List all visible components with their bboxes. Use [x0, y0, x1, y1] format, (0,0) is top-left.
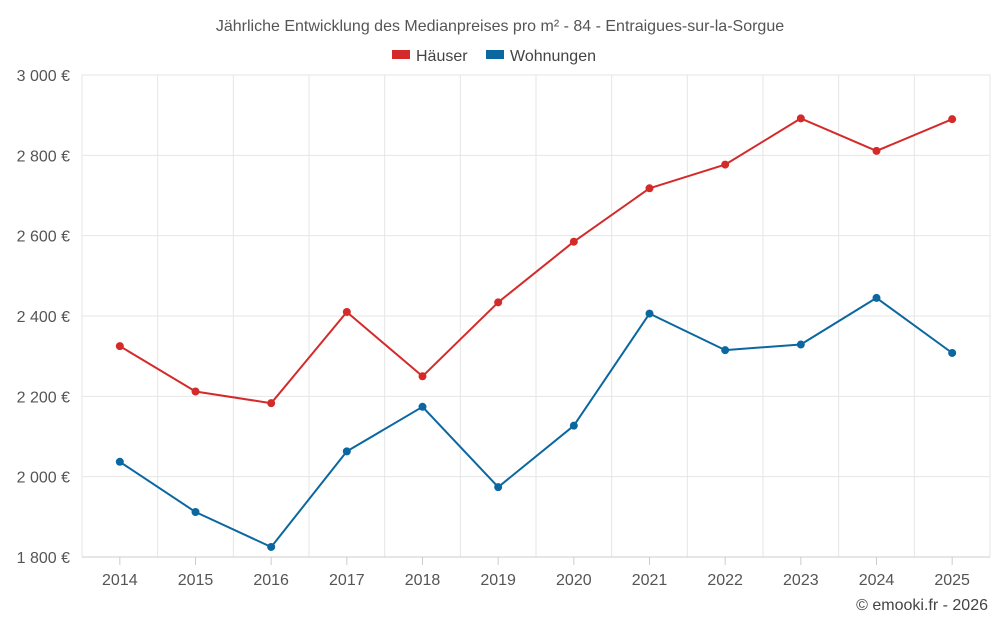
- y-tick-label: 2 600 €: [17, 229, 70, 246]
- data-point-wohnungen[interactable]: [342, 447, 351, 456]
- chart-title: Jährliche Entwicklung des Medianpreises …: [216, 18, 784, 35]
- legend-swatch-hauser: [392, 50, 410, 59]
- y-tick-label: 2 800 €: [17, 148, 70, 165]
- x-tick-label: 2016: [253, 572, 289, 589]
- data-point-hauser[interactable]: [872, 146, 881, 155]
- data-point-hauser[interactable]: [494, 298, 503, 307]
- data-point-hauser[interactable]: [267, 399, 276, 408]
- x-tick-label: 2022: [707, 572, 743, 589]
- x-tick-label: 2021: [632, 572, 668, 589]
- x-tick-label: 2020: [556, 572, 592, 589]
- data-point-wohnungen[interactable]: [115, 457, 124, 466]
- x-tick-label: 2023: [783, 572, 819, 589]
- data-point-hauser[interactable]: [191, 387, 200, 396]
- data-point-hauser[interactable]: [569, 237, 578, 246]
- legend: Häuser Wohnungen: [392, 48, 596, 65]
- data-point-wohnungen[interactable]: [645, 309, 654, 318]
- data-point-hauser[interactable]: [115, 342, 124, 351]
- x-axis-labels: 2014 2015 2016 2017 2018 2019 2020 2021 2022 2023…: [102, 572, 970, 589]
- data-point-hauser[interactable]: [948, 115, 957, 124]
- y-tick-label: 3 000 €: [17, 68, 70, 85]
- x-tick-label: 2019: [480, 572, 516, 589]
- x-tick-label: 2014: [102, 572, 138, 589]
- data-point-wohnungen[interactable]: [418, 402, 427, 411]
- legend-label-wohnungen[interactable]: Wohnungen: [510, 48, 596, 65]
- x-tick-label: 2018: [405, 572, 441, 589]
- data-point-wohnungen[interactable]: [494, 483, 503, 492]
- y-tick-label: 1 800 €: [17, 550, 70, 567]
- axes: [82, 556, 990, 565]
- series-layer: [115, 114, 957, 551]
- data-point-hauser[interactable]: [342, 307, 351, 316]
- data-point-wohnungen[interactable]: [872, 293, 881, 302]
- data-point-wohnungen[interactable]: [796, 340, 805, 349]
- data-point-wohnungen[interactable]: [191, 508, 200, 517]
- data-point-hauser[interactable]: [645, 184, 654, 193]
- data-point-wohnungen[interactable]: [267, 542, 276, 551]
- legend-label-hauser[interactable]: Häuser: [416, 48, 468, 65]
- y-tick-label: 2 000 €: [17, 470, 70, 487]
- x-tick-label: 2017: [329, 572, 365, 589]
- grid: [81, 74, 991, 557]
- x-tick-label: 2015: [178, 572, 214, 589]
- y-tick-label: 2 400 €: [17, 309, 70, 326]
- y-axis-labels: 1 800 € 2 000 € 2 200 € 2 400 € 2 600 € 2 800…: [17, 68, 70, 567]
- series-line-hauser: [119, 117, 953, 405]
- data-point-hauser[interactable]: [418, 372, 427, 381]
- data-point-wohnungen[interactable]: [948, 348, 957, 357]
- series-line-wohnungen: [119, 296, 953, 548]
- data-point-wohnungen[interactable]: [721, 346, 730, 355]
- legend-swatch-wohnungen: [486, 50, 504, 59]
- x-tick-label: 2025: [934, 572, 970, 589]
- data-point-hauser[interactable]: [796, 114, 805, 123]
- y-tick-label: 2 200 €: [17, 389, 70, 406]
- x-tick-label: 2024: [859, 572, 895, 589]
- data-point-wohnungen[interactable]: [569, 421, 578, 430]
- data-point-hauser[interactable]: [721, 160, 730, 169]
- credit-text: © emooki.fr - 2026: [856, 597, 988, 614]
